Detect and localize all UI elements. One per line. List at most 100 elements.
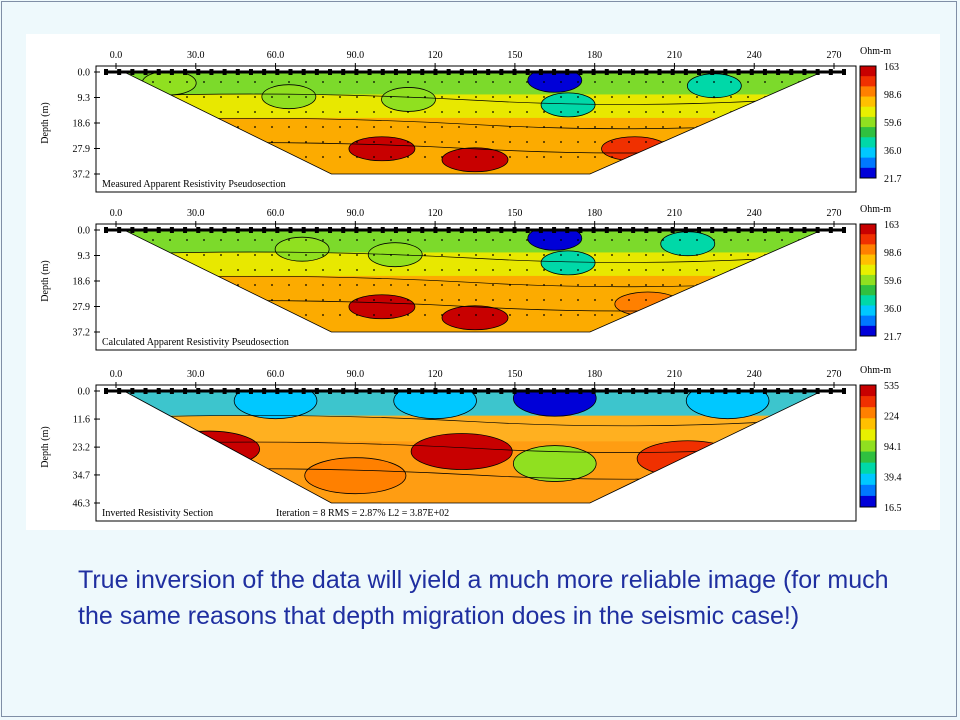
datum-point	[492, 239, 494, 241]
datum-point	[526, 96, 528, 98]
datum-point	[424, 141, 426, 143]
datum-point	[560, 299, 562, 301]
datum-point	[577, 239, 579, 241]
y-tick-label: 0.0	[78, 226, 91, 237]
datum-point	[220, 239, 222, 241]
datum-point	[305, 81, 307, 83]
datum-point	[560, 96, 562, 98]
datum-point	[509, 126, 511, 128]
datum-point	[458, 314, 460, 316]
contour-blob	[348, 294, 416, 320]
datum-point	[526, 239, 528, 241]
x-tick-label: 60.0	[267, 208, 285, 219]
datum-point	[203, 126, 205, 128]
datum-point	[441, 126, 443, 128]
datum-point	[560, 254, 562, 256]
electrode-marker	[617, 69, 622, 75]
electrode-marker	[130, 227, 135, 233]
datum-point	[441, 81, 443, 83]
datum-point	[798, 284, 800, 286]
datum-point	[271, 111, 273, 113]
datum-point	[543, 254, 545, 256]
datum-point	[645, 126, 647, 128]
datum-point	[747, 156, 749, 158]
datum-point	[492, 111, 494, 113]
electrode-marker	[736, 69, 741, 75]
datum-point	[288, 314, 290, 316]
datum-point	[322, 299, 324, 301]
electrode-marker	[697, 69, 702, 75]
electrode-marker	[143, 227, 148, 233]
figure-panel: 0.0 30.0 60.0 90.0 120 150 180 210 240 270 0.0 9.3 1…	[26, 34, 940, 530]
datum-point	[152, 269, 154, 271]
datum-point	[152, 141, 154, 143]
y-tick-label: 18.6	[73, 277, 91, 288]
datum-point	[424, 299, 426, 301]
datum-point	[390, 111, 392, 113]
datum-point	[441, 96, 443, 98]
electrode-marker	[156, 388, 161, 394]
electrode-marker	[393, 227, 398, 233]
electrode-marker	[354, 69, 359, 75]
section-title: Calculated Apparent Resistivity Pseudose…	[102, 337, 289, 348]
datum-point	[339, 254, 341, 256]
x-tick-label: 30.0	[187, 50, 205, 61]
legend-value: 98.6	[884, 90, 902, 101]
datum-point	[764, 126, 766, 128]
datum-point	[186, 314, 188, 316]
datum-point	[169, 299, 171, 301]
electrode-marker	[341, 388, 346, 394]
datum-point	[475, 81, 477, 83]
electrode-marker	[710, 69, 715, 75]
electrode-marker	[209, 388, 214, 394]
electrode-marker	[473, 227, 477, 233]
contour-blob	[141, 72, 197, 96]
electrode-marker	[644, 388, 649, 394]
datum-point	[475, 141, 477, 143]
datum-point	[475, 156, 477, 158]
legend-swatch	[860, 127, 876, 138]
datum-point	[509, 111, 511, 113]
datum-point	[424, 126, 426, 128]
datum-point	[747, 269, 749, 271]
datum-point	[322, 239, 324, 241]
datum-point	[220, 111, 222, 113]
electrode-marker	[604, 69, 609, 75]
datum-point	[390, 81, 392, 83]
electrode-marker	[143, 69, 148, 75]
electrode-marker	[169, 69, 174, 75]
datum-point	[594, 299, 596, 301]
datum-point	[730, 239, 732, 241]
electrode-marker	[644, 227, 649, 233]
datum-point	[390, 141, 392, 143]
datum-point	[220, 314, 222, 316]
electrode-marker	[314, 69, 319, 75]
datum-point	[305, 141, 307, 143]
datum-point	[611, 299, 613, 301]
datum-point	[747, 239, 749, 241]
datum-point	[781, 81, 783, 83]
legend-swatch	[860, 274, 876, 286]
plot-frame	[95, 65, 857, 193]
datum-point	[322, 284, 324, 286]
datum-point	[169, 254, 171, 256]
datum-point	[237, 299, 239, 301]
datum-point	[186, 239, 188, 241]
legend-swatch	[860, 451, 876, 464]
datum-point	[339, 156, 341, 158]
datum-point	[169, 141, 171, 143]
y-tick-label: 27.9	[73, 144, 91, 155]
electrode-marker	[380, 388, 385, 394]
datum-point	[186, 254, 188, 256]
datum-point	[152, 126, 154, 128]
datum-point	[730, 156, 732, 158]
electrode-marker	[802, 69, 807, 75]
datum-point	[543, 239, 545, 241]
legend-value: 163	[884, 62, 899, 73]
x-tick-label: 90.0	[347, 50, 365, 61]
electrode-marker	[828, 227, 833, 233]
datum-point	[441, 299, 443, 301]
datum-point	[645, 141, 647, 143]
datum-point	[373, 156, 375, 158]
